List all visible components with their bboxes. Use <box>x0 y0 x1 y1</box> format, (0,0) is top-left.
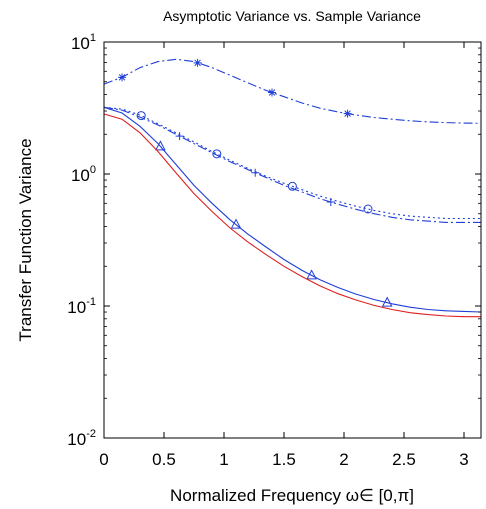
series-1-point-2 <box>193 58 202 67</box>
series-3-point-1 <box>136 111 146 121</box>
series-4-point-4 <box>381 296 393 307</box>
x-tick-label: 2 <box>339 450 348 469</box>
series-2-point-2 <box>251 168 260 177</box>
x-tick-label: 0.5 <box>152 450 176 469</box>
series-4-line <box>103 106 481 313</box>
series-3-point-3 <box>287 181 297 191</box>
series-5-line <box>103 113 481 318</box>
chart-title: Asymptotic Variance vs. Sample Variance <box>163 8 421 24</box>
y-tick-base: 10 <box>71 166 90 185</box>
y-tick-exponent: 1 <box>90 32 96 44</box>
x-tick-label: 0 <box>99 450 108 469</box>
series-2-point-1 <box>175 132 184 141</box>
series-3-point-4 <box>363 204 373 214</box>
x-tick-label: 1 <box>219 450 228 469</box>
y-tick-label: 101 <box>71 32 96 53</box>
series-3-line <box>103 106 481 220</box>
x-axis-label: Normalized Frequency ω∈ [0,π] <box>170 486 414 505</box>
y-tick-exponent: 0 <box>90 164 96 176</box>
series-2-line <box>103 106 481 223</box>
plot-area <box>103 58 481 318</box>
series-1-point-4 <box>343 109 352 118</box>
x-tick-label: 3 <box>459 450 468 469</box>
series-4-point-2 <box>230 218 242 229</box>
y-tick-label: 10-2 <box>67 428 96 449</box>
y-tick-label: 10-1 <box>67 296 96 317</box>
y-tick-label: 100 <box>71 164 96 185</box>
y-tick-exponent: -2 <box>86 428 96 440</box>
series-1-point-3 <box>268 88 277 97</box>
y-tick-exponent: -1 <box>86 296 96 308</box>
y-tick-base: 10 <box>67 298 86 317</box>
y-tick-base: 10 <box>67 430 86 449</box>
series-4-point-1 <box>155 140 166 151</box>
series-4-point-3 <box>306 269 317 280</box>
series-1-line <box>103 58 481 124</box>
x-tick-label: 2.5 <box>392 450 416 469</box>
series-1-point-1 <box>118 73 126 82</box>
y-axis-label: Transfer Function Variance <box>16 138 35 341</box>
series-3-point-2 <box>212 149 222 159</box>
y-tick-base: 10 <box>71 34 90 53</box>
x-tick-label: 1.5 <box>272 450 296 469</box>
plot-frame <box>103 41 482 439</box>
